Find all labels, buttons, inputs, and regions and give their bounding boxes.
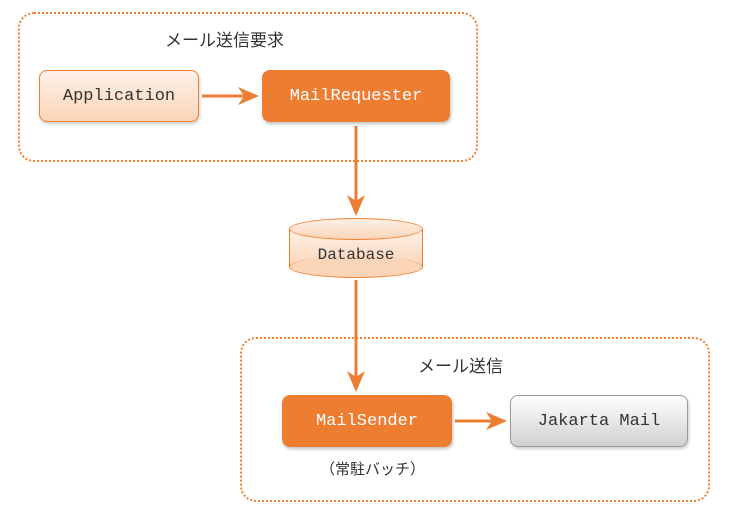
annotation-batch: （常駐バッチ） xyxy=(320,458,425,479)
node-mail-requester: MailRequester xyxy=(262,70,450,122)
node-jakarta-mail-label: Jakarta Mail xyxy=(538,412,660,431)
diagram-canvas: メール送信要求 Application MailRequester Databa… xyxy=(0,0,737,515)
node-jakarta-mail: Jakarta Mail xyxy=(510,395,688,447)
node-mail-requester-label: MailRequester xyxy=(290,87,423,106)
node-database: Database xyxy=(289,218,423,274)
node-application-label: Application xyxy=(63,87,175,106)
group-mail-request-label: メール送信要求 xyxy=(165,26,284,51)
node-mail-sender: MailSender xyxy=(282,395,452,447)
node-application: Application xyxy=(39,70,199,122)
node-mail-sender-label: MailSender xyxy=(316,412,418,431)
node-database-label: Database xyxy=(289,246,423,264)
group-mail-send-label: メール送信 xyxy=(418,352,503,377)
